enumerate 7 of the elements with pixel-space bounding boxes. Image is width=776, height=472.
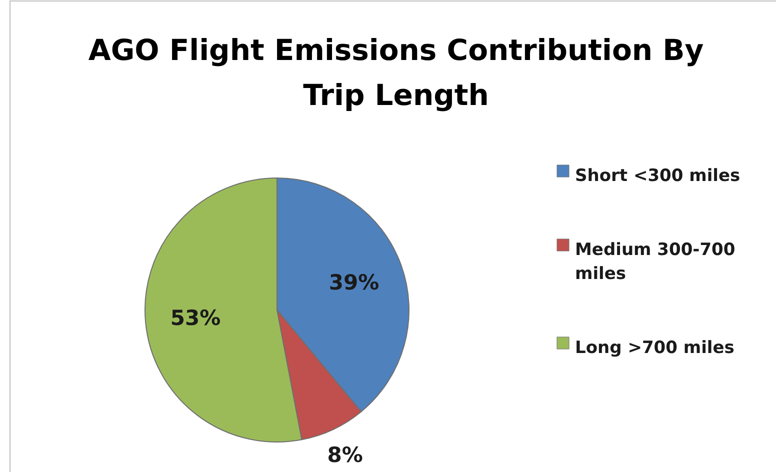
chart-title: AGO Flight Emissions Contribution By Trip Length: [88, 33, 704, 112]
data-label: 39%: [328, 270, 380, 295]
legend-label: Short <300 miles: [575, 166, 740, 186]
legend-label: Medium 300-700 miles: [575, 240, 736, 284]
data-label: 53%: [170, 306, 221, 330]
data-label: 8%: [327, 443, 363, 468]
legend-label: Long >700 miles: [575, 338, 734, 358]
